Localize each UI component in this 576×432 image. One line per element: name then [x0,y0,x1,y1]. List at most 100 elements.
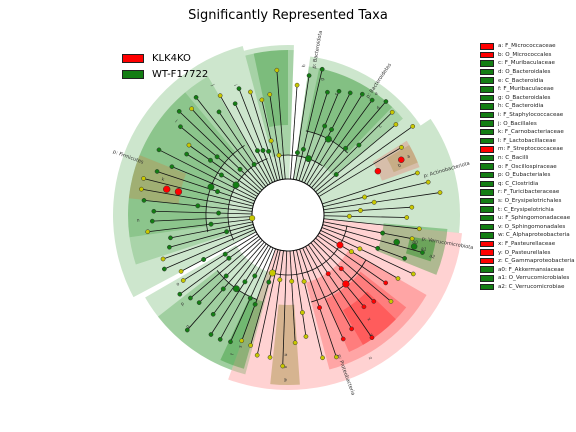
taxon-node [169,164,175,170]
order-node [393,238,400,246]
taxon-node [329,127,335,132]
backbone-arc-proteobacteria [272,225,348,276]
taxa-legend-item: e: C_Bacteroidia [480,76,575,85]
erysipelotrichia-clade [220,296,264,369]
bacteroidia-clade-b [296,66,403,177]
verrucomicrobia-subclade [405,236,436,262]
taxon-node [176,109,182,114]
clade-letter-label: a [407,154,412,160]
taxon-branch [318,147,402,197]
taxon-node [388,299,394,304]
taxon-branch [323,218,420,230]
taxon-node [254,352,260,358]
taxon-node [393,122,399,127]
taxa-legend-item: m: F_Streptococcaceae [480,145,575,154]
taxa-legend-label: n: C_Bacilli [498,155,529,162]
taxon-node [222,251,228,257]
taxon-branch [296,249,323,358]
taxa-legend-item: d: O_Bacteroidales [480,68,575,77]
taxa-legend-label: c: F_Muribaculaceae [498,60,555,67]
taxon-node [208,221,214,227]
taxa-legend-swatch [480,154,494,162]
taxon-branch [230,247,274,342]
taxa-legend-item: h: C_Bacteroidia [480,102,575,111]
taxon-node [184,151,189,157]
taxon-node [325,271,331,277]
taxon-node [336,88,342,94]
clade-letter-label: w [284,378,289,382]
taxon-branch [317,126,413,195]
taxa-legend-swatch [480,94,494,102]
taxa-legend-swatch [480,266,494,273]
family-node [410,243,418,250]
taxa-legend-item: k: F_Carnobacteriaceae [480,128,575,137]
taxon-node [154,169,160,174]
taxon-node [267,92,273,97]
taxon-node [437,190,443,195]
taxon-node [167,244,172,250]
taxa-legend-label: f: F_Muribaculaceae [498,86,554,93]
taxon-node [420,250,425,255]
taxon-branch [212,243,267,315]
eubacteriales-clade [157,270,258,371]
taxon-node [266,148,271,154]
taxon-node [299,310,305,315]
taxa-legend-label: e: C_Bacteroidia [498,77,544,84]
taxa-legend-item: r: F_Turicibacteraceae [480,188,575,197]
taxon-branch [323,221,413,240]
bacillales-clade [127,92,236,238]
taxa-legend-item: n: C_Bacilli [480,154,575,163]
taxa-legend-label: k: F_Carnobacteriaceae [498,129,564,136]
clade-letter-label: y [368,333,374,338]
taxa-legend-label: j: O_Bacillales [498,120,537,127]
taxon-node [268,138,274,144]
taxon-node [369,335,375,340]
taxon-node [361,304,367,310]
taxon-node [145,229,151,235]
taxon-branch [186,241,265,331]
group-legend-item-klk4ko: KLK4KO [122,50,208,66]
taxon-node [338,266,344,272]
taxon-node [333,172,339,177]
bacteroidetes-clade [293,56,421,195]
pasteurellaceae-clade [343,291,396,345]
taxa-legend-item: g: O_Bacteroidales [480,94,575,103]
taxon-node [160,256,166,262]
taxon-node [319,66,325,72]
taxon-node [416,226,422,232]
taxa-legend-swatch [480,223,494,231]
taxa-legend-label: p: O_Eubacteriales [498,172,551,179]
taxon-node [371,299,377,304]
taxon-branch [147,218,253,233]
taxon-node [410,124,416,129]
taxa-legend-item: q: C_Clostridia [480,180,575,189]
taxon-branch [318,232,399,279]
taxon-node [232,101,238,107]
taxa-legend-label: m: F_Streptococcaceae [498,146,564,153]
taxon-node [346,213,352,219]
taxon-node [359,91,365,97]
taxa-legend-label: g: O_Bacteroidales [498,94,551,101]
class-node [207,183,215,191]
taxon-node [223,273,229,279]
taxon-node [343,145,349,151]
taxon-node [139,186,144,192]
taxon-node [216,210,222,216]
taxon-branch [143,178,254,207]
taxon-branch [322,181,429,208]
taxon-node [188,295,193,301]
taxon-node [141,198,147,203]
taxon-node [274,67,280,73]
taxon-branch [301,91,340,182]
clade-letter-label: o [176,282,181,288]
taxa-legend-label: s: O_Erysipelotrichales [498,197,562,204]
taxa-legend-swatch [480,77,494,84]
taxon-branch [292,250,307,337]
taxon-node [277,277,283,283]
taxon-node [178,269,184,274]
bacteroidota-clade [244,45,294,181]
taxon-node [252,273,258,279]
taxa-legend-item: a1: O_Verrucomicrobiales [480,274,575,283]
taxon-branch [164,229,256,270]
